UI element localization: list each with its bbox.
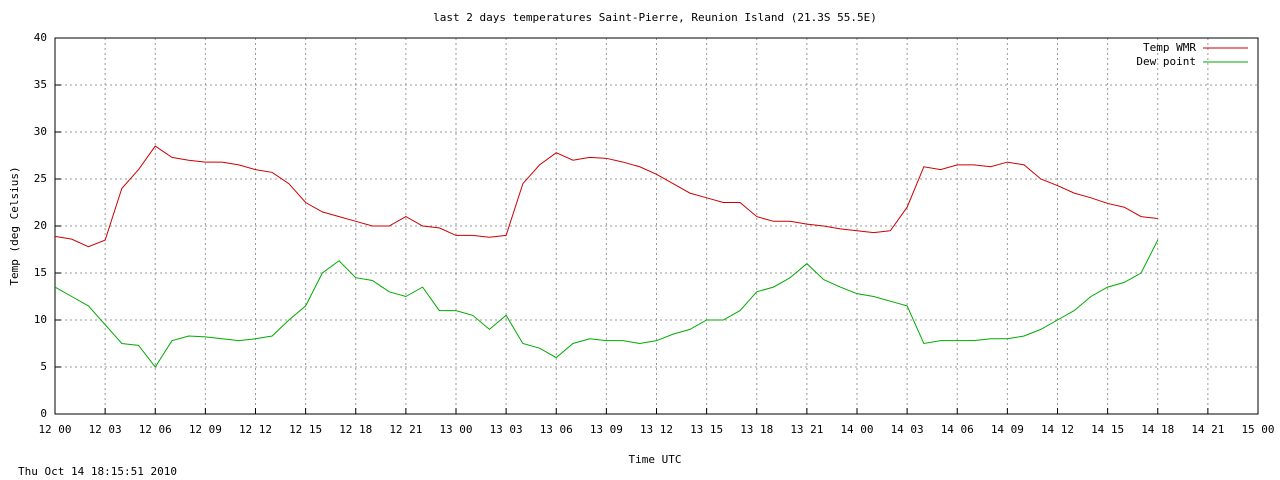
x-tick-label: 14 03 <box>891 423 924 436</box>
chart-title: last 2 days temperatures Saint-Pierre, R… <box>433 11 877 24</box>
line-series <box>54 239 1159 368</box>
y-tick-label: 35 <box>34 78 47 91</box>
x-tick-label: 13 21 <box>790 423 823 436</box>
x-tick-label: 13 18 <box>740 423 773 436</box>
y-tick-label: 5 <box>40 360 47 373</box>
x-tick-label: 15 00 <box>1241 423 1274 436</box>
legend-label: Temp WMR <box>1143 41 1196 54</box>
x-tick-label: 12 12 <box>239 423 272 436</box>
x-tick-label: 13 03 <box>490 423 523 436</box>
y-tick-label: 20 <box>34 219 47 232</box>
x-tick-label: 14 00 <box>840 423 873 436</box>
x-tick-label: 14 06 <box>941 423 974 436</box>
x-tick-label: 14 18 <box>1141 423 1174 436</box>
y-tick-label: 0 <box>40 407 47 420</box>
y-tick-label: 30 <box>34 125 47 138</box>
plot-frame <box>54 37 1259 415</box>
x-tick-label: 12 00 <box>38 423 71 436</box>
y-tick-label: 25 <box>34 172 47 185</box>
x-tick-label: 13 06 <box>540 423 573 436</box>
x-tick-label: 14 21 <box>1191 423 1224 436</box>
y-tick-label: 15 <box>34 266 47 279</box>
footer: Thu Oct 14 18:15:51 2010 <box>18 465 177 478</box>
legend-label: Dew point <box>1136 55 1196 68</box>
x-tick-label: 13 12 <box>640 423 673 436</box>
x-tick-label: 13 09 <box>590 423 623 436</box>
x-tick-label: 12 21 <box>389 423 422 436</box>
y-tick-label: 10 <box>34 313 47 326</box>
x-tick-label: 13 15 <box>690 423 723 436</box>
x-tick-label: 12 18 <box>339 423 372 436</box>
x-axis-label: Time UTC <box>629 453 682 466</box>
x-tick-label: 14 09 <box>991 423 1024 436</box>
y-axis-label: Temp (deg Celsius) <box>8 166 21 285</box>
x-tick-label: 12 03 <box>89 423 122 436</box>
line-series <box>54 145 1158 248</box>
y-tick-label: 40 <box>34 31 47 44</box>
x-tick-label: 12 09 <box>189 423 222 436</box>
x-tick-label: 13 00 <box>439 423 472 436</box>
x-tick-label: 12 15 <box>289 423 322 436</box>
x-tick-label: 14 15 <box>1091 423 1124 436</box>
x-tick-label: 12 06 <box>139 423 172 436</box>
x-tick-label: 14 12 <box>1041 423 1074 436</box>
